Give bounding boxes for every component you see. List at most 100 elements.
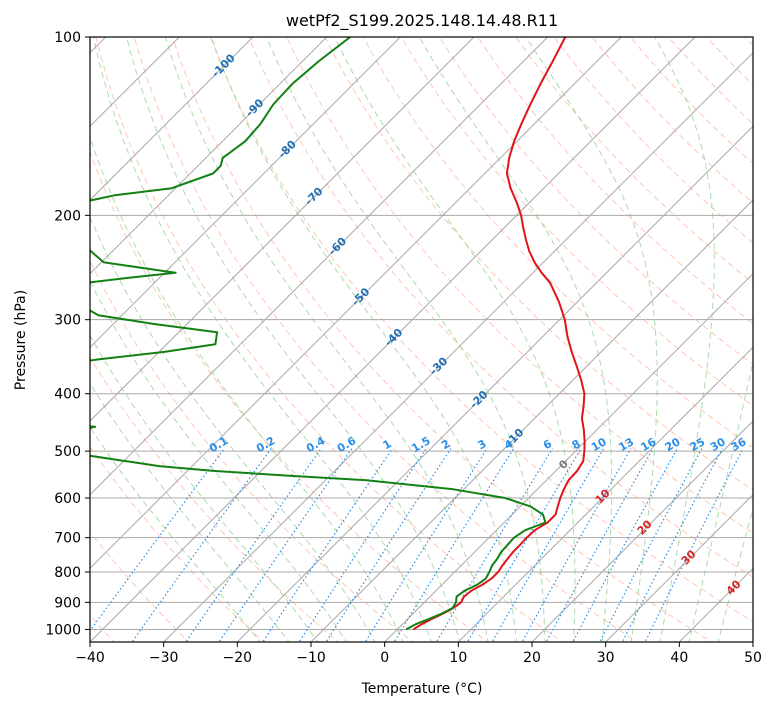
moist-adiabat <box>90 279 347 642</box>
y-tick-label: 900 <box>54 595 81 611</box>
moist-adiabat <box>90 135 404 642</box>
dry-adiabat <box>629 37 753 165</box>
mixing-ratio-line <box>262 448 393 642</box>
mixing-ratio-label: 1.5 <box>409 434 432 455</box>
dry-adiabat <box>515 37 753 284</box>
mixing-ratio-line <box>393 448 515 642</box>
mixing-ratio-line <box>131 448 272 642</box>
mixing-ratio-line <box>435 448 554 642</box>
mixing-ratio-line <box>521 448 632 642</box>
sounding-profiles <box>90 37 586 631</box>
y-tick-label: 100 <box>54 30 81 46</box>
mixing-ratio-line <box>644 448 744 642</box>
skewed-isotherm <box>90 37 549 496</box>
x-tick-label: 20 <box>523 650 541 666</box>
y-tick-label: 600 <box>54 491 81 507</box>
moist-adiabat <box>418 37 613 642</box>
grid-lines <box>90 37 753 642</box>
y-tick-label: 200 <box>54 208 81 224</box>
y-axis-ticks: 100 200 300 400 500 600 700 800 900 1000 <box>45 30 90 638</box>
skewed-isotherm <box>383 272 753 642</box>
skewed-isotherm <box>531 420 753 642</box>
y-tick-label: 300 <box>54 313 81 329</box>
mixing-ratio-lines <box>90 448 744 642</box>
dry-adiabat <box>591 37 753 204</box>
moist-adiabat <box>717 506 753 642</box>
skewed-isotherm <box>90 37 696 642</box>
x-tick-label: −10 <box>296 650 326 666</box>
skewed-isotherm <box>457 346 753 642</box>
dry-adiabat <box>248 37 753 578</box>
mixing-ratio-line <box>185 448 322 642</box>
moist-adiabat-label: 30 <box>679 547 699 567</box>
mixing-ratio-label: 8 <box>570 437 583 452</box>
mixing-ratio-line <box>364 448 488 642</box>
temperature-profile-line <box>412 37 586 631</box>
moist-adiabat <box>90 426 261 642</box>
x-axis-label: Temperature (°C) <box>361 681 483 697</box>
x-tick-label: 10 <box>449 650 467 666</box>
skewed-isotherm <box>604 493 753 642</box>
x-tick-label: 0 <box>380 650 389 666</box>
moist-adiabat <box>90 215 376 642</box>
mixing-ratio-label: 0.6 <box>335 434 359 455</box>
y-axis-label: Pressure (hPa) <box>13 290 29 390</box>
dry-adiabat <box>438 37 753 366</box>
skewed-isotherm <box>90 37 254 201</box>
skewed-isotherm <box>90 37 623 570</box>
dry-adiabat <box>705 37 753 86</box>
skewed-isotherm <box>236 125 753 642</box>
y-tick-label: 400 <box>54 387 81 403</box>
mixing-ratio-line <box>466 448 582 642</box>
moist-adiabat-label: 10 <box>593 486 613 506</box>
moist-adiabat <box>525 37 658 642</box>
x-tick-label: −20 <box>223 650 253 666</box>
y-tick-label: 700 <box>54 531 81 547</box>
mixing-ratio-label: 1 <box>381 437 394 452</box>
moist-adiabat-label: 0 <box>556 457 571 472</box>
x-tick-label: 30 <box>597 650 615 666</box>
y-tick-label: 500 <box>54 444 81 460</box>
chart-title: wetPf2_S199.2025.148.14.48.R11 <box>286 11 558 31</box>
isotherm-label: -90 <box>243 96 266 119</box>
mixing-ratio-line <box>325 448 452 642</box>
dry-adiabat <box>286 37 753 534</box>
mixing-ratio-label: 0.4 <box>304 434 328 455</box>
skewed-isotherm <box>90 37 328 275</box>
x-tick-label: −40 <box>75 650 105 666</box>
moist-adiabat <box>164 37 489 642</box>
moist-adiabat <box>90 334 319 642</box>
plot-frame <box>89 36 754 643</box>
dry-adiabat <box>90 259 414 642</box>
moist-adiabat <box>90 382 290 642</box>
y-tick-label: 1000 <box>45 622 81 638</box>
in-plot-labels: -100-90-80-70-60-50-40-30-20-100.1 0.2 0.4… <box>207 51 749 597</box>
y-tick-label: 800 <box>54 565 81 581</box>
skewed-isotherm <box>90 37 475 422</box>
mixing-ratio-line <box>621 448 723 642</box>
dry-adiabat <box>362 37 753 449</box>
dewpoint-profile-line <box>90 37 547 631</box>
dry-adiabat <box>90 150 489 642</box>
mixing-ratio-line <box>572 448 678 642</box>
x-axis-ticks: −40 −30 −20 −10 0 10 20 30 40 50 <box>75 642 762 666</box>
skewed-isotherm <box>310 199 753 642</box>
skewed-isotherm <box>752 641 753 642</box>
dry-adiabat <box>90 356 340 642</box>
skewed-isotherm <box>162 51 753 642</box>
x-tick-label: 40 <box>670 650 688 666</box>
dry-adiabat <box>133 37 638 642</box>
mixing-ratio-label: 3 <box>475 437 488 452</box>
mixing-ratio-label: 6 <box>541 437 554 452</box>
mixing-ratio-line <box>599 448 703 642</box>
x-tick-label: −30 <box>149 650 179 666</box>
dry-adiabat <box>667 37 753 125</box>
dry-adiabat <box>400 37 753 407</box>
mixing-ratio-label: 2 <box>439 437 452 452</box>
mixing-ratio-line <box>218 448 353 642</box>
x-tick-label: 50 <box>744 650 762 666</box>
skewed-isotherm <box>90 37 402 349</box>
mixing-ratio-label: 0.1 <box>207 434 230 455</box>
mixing-ratio-line <box>545 448 654 642</box>
